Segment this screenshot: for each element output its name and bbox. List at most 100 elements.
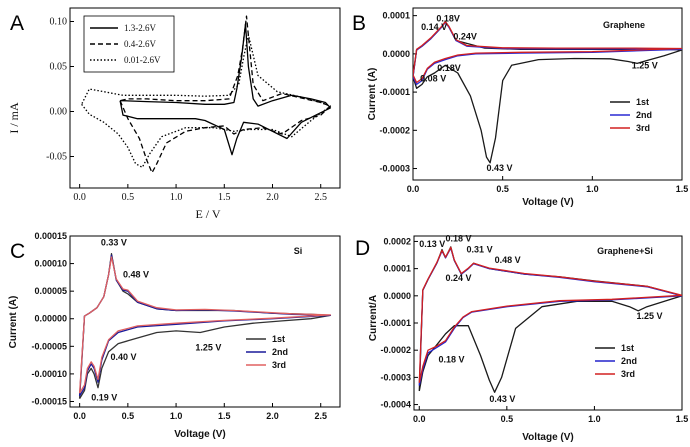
panel-letter: D: [355, 237, 370, 260]
series-line-0-4-2-6v: [119, 15, 332, 174]
y-axis-label: Current (A): [367, 68, 378, 121]
y-tick-label: 0.0000: [382, 49, 410, 59]
x-tick-label: 1.5: [676, 414, 689, 424]
x-tick-label: 2.5: [314, 192, 327, 203]
y-tick-label: -0.0002: [380, 345, 411, 355]
series-line-0-01-2-6v: [81, 34, 332, 168]
chart-title: Graphene: [603, 20, 645, 30]
peak-annotation: 0.24 V: [446, 273, 472, 283]
panel-a: A 0.0 0.5 1.0 1.5 2.0 2.5 0.10 0.05 0.00 -0.05 E / …: [7, 7, 341, 221]
panel-letter: A: [10, 12, 24, 35]
x-axis-label: Voltage (V): [522, 432, 573, 443]
x-axis-label: Voltage (V): [174, 429, 225, 440]
y-tick-label: -0.0003: [380, 372, 411, 382]
y-tick-label: -0.00005: [31, 341, 67, 351]
x-tick-label: 0.5: [122, 411, 135, 421]
y-axis-label: Current (A): [8, 296, 19, 349]
legend-label: 2nd: [272, 347, 288, 357]
x-tick-label: 0.5: [501, 414, 514, 424]
legend: 1st 2nd 3rd: [246, 334, 288, 370]
peak-annotation: 0.18 V: [439, 354, 465, 364]
x-tick-label: 0.5: [496, 184, 509, 194]
x-tick-label: 1.0: [588, 414, 601, 424]
x-tick-label: 1.0: [586, 184, 599, 194]
x-tick-label: 1.5: [218, 192, 231, 203]
peak-annotation: 0.43 V: [487, 163, 513, 173]
peak-annotation: 0.40 V: [111, 352, 137, 362]
legend-label: 3rd: [621, 369, 635, 379]
peak-annotation: 0.43 V: [489, 394, 515, 404]
plot-frame: [69, 235, 341, 408]
x-tick-label: 1.5: [218, 411, 231, 421]
y-tick-label: -0.00010: [31, 369, 67, 379]
peak-annotation: 0.48 V: [123, 269, 149, 279]
y-tick-label: -0.0001: [379, 87, 410, 97]
y-tick-label: 0.00010: [34, 259, 67, 269]
y-tick-label: 0.05: [50, 62, 68, 73]
x-tick-label: 2.0: [266, 411, 279, 421]
y-tick-label: -0.0001: [380, 318, 411, 328]
legend-label: 3rd: [636, 123, 650, 133]
legend-label: 1st: [636, 97, 649, 107]
x-tick-label: 0.0: [413, 414, 426, 424]
panel-b: B 0.0 0.5 1.0 1.5 0.0001 0.0000 -0.0001 -0.0002 -…: [352, 7, 689, 208]
y-tick-label: -0.0002: [379, 125, 410, 135]
y-tick-label: 0.0000: [383, 291, 411, 301]
legend-label: 0.01-2.6V: [124, 55, 161, 65]
peak-annotation: 0.13 V: [419, 239, 445, 249]
series-line-3rd: [418, 246, 682, 383]
peak-annotation: 0.19 V: [91, 392, 117, 402]
y-tick-label: -0.05: [46, 152, 67, 163]
y-tick-label: -0.0003: [379, 164, 410, 174]
series-line-3rd: [413, 21, 682, 84]
legend-label: 1st: [621, 343, 634, 353]
y-axis-label: I / mA: [7, 102, 21, 134]
plot-frame: [412, 7, 683, 181]
y-axis-label: Current/A: [368, 295, 379, 341]
series-line-1-3-2-6v: [119, 23, 332, 156]
x-tick-label: 1.5: [676, 184, 689, 194]
series-line-1st: [413, 20, 682, 164]
series-line-2nd: [78, 254, 332, 397]
series-line-3rd: [78, 256, 332, 394]
plot-frame: [69, 7, 341, 189]
peak-annotation: 0.18 V: [446, 233, 472, 243]
peak-annotation: 0.33 V: [101, 237, 127, 247]
series-line-1st: [78, 253, 332, 400]
peak-annotation: 0.48 V: [495, 255, 521, 265]
legend: 1st 2nd 3rd: [610, 97, 652, 133]
y-tick-label: 0.0002: [383, 236, 411, 246]
y-tick-label: 0.0001: [383, 264, 411, 274]
x-tick-label: 0.0: [73, 411, 86, 421]
legend-label: 0.4-2.6V: [124, 39, 156, 49]
x-axis-label: E / V: [195, 207, 220, 221]
peak-annotation: 0.18V: [437, 63, 461, 73]
legend-label: 3rd: [272, 360, 286, 370]
x-tick-label: 2.5: [314, 411, 327, 421]
legend-label: 1.3-2.6V: [124, 23, 156, 33]
peak-annotation: 1.25 V: [632, 60, 658, 70]
x-tick-label: 1.0: [170, 411, 183, 421]
x-tick-label: 0.0: [73, 192, 86, 203]
y-tick-label: 0.10: [50, 17, 68, 28]
peak-annotation: 0.18V: [436, 13, 460, 23]
y-tick-label: -0.00015: [31, 396, 67, 406]
panel-d: D 0.0 0.5 1.0 1.5 0.0002 0.0001 0.0000 -0.0001 -0…: [355, 233, 688, 443]
peak-annotation: 0.24V: [453, 31, 477, 41]
legend-label: 2nd: [636, 110, 652, 120]
y-tick-label: 0.00: [50, 107, 68, 118]
chart-title: Si: [294, 246, 303, 256]
legend-label: 1st: [272, 334, 285, 344]
x-tick-label: 2.0: [266, 192, 279, 203]
y-tick-label: 0.0001: [382, 11, 410, 21]
legend: 1st 2nd 3rd: [595, 343, 637, 379]
chart-title: Graphene+Si: [597, 246, 653, 256]
panel-letter: B: [352, 12, 366, 35]
legend-label: 2nd: [621, 356, 637, 366]
peak-annotation: 1.25 V: [195, 343, 221, 353]
peak-annotation: 0.08 V: [420, 73, 446, 83]
y-tick-label: 0.00015: [34, 231, 67, 241]
legend-box: [83, 15, 175, 73]
peak-annotation: 0.14 V: [421, 22, 447, 32]
